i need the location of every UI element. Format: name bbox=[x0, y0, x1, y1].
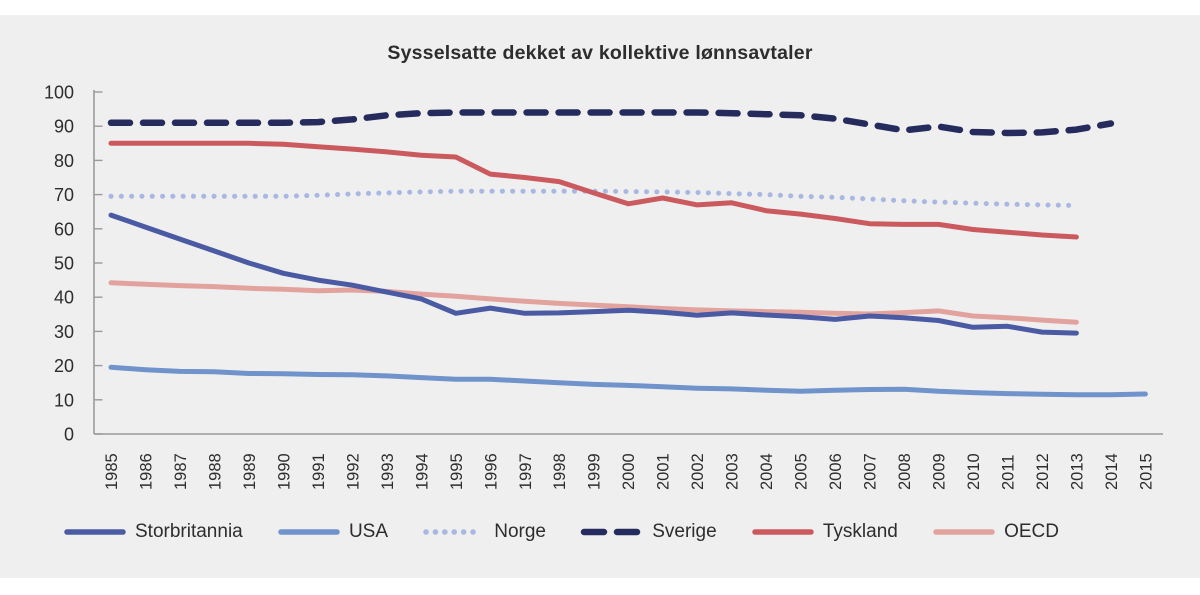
y-tick-label: 60 bbox=[54, 219, 74, 239]
x-tick-label: 2010 bbox=[965, 453, 983, 490]
legend-label: Storbritannia bbox=[135, 521, 243, 542]
x-tick-label: 2006 bbox=[827, 453, 845, 490]
x-tick-label: 2000 bbox=[620, 453, 638, 490]
chart-panel bbox=[0, 15, 1200, 578]
x-tick-label: 1994 bbox=[413, 453, 431, 490]
x-tick-label: 2007 bbox=[862, 453, 880, 490]
series-line-oecd bbox=[108, 280, 1079, 325]
legend-item-oecd: OECD bbox=[932, 521, 1059, 543]
series-line-storbritannia bbox=[108, 212, 1079, 336]
x-tick-label: 1991 bbox=[310, 453, 328, 490]
x-tick-label: 1998 bbox=[551, 453, 569, 490]
y-tick-label: 50 bbox=[54, 254, 74, 274]
legend-label: Tyskland bbox=[822, 521, 898, 542]
y-tick-label: 100 bbox=[44, 83, 74, 103]
series-line-sverige bbox=[107, 109, 1115, 137]
legend-label: Norge bbox=[494, 521, 546, 542]
x-tick-label: 2003 bbox=[724, 453, 742, 490]
x-tick-label: 1993 bbox=[379, 453, 397, 490]
legend-item-storbritannia: Storbritannia bbox=[63, 521, 243, 543]
chart-title: Sysselsatte dekket av kollektive lønnsav… bbox=[387, 42, 813, 64]
x-tick-label: 1987 bbox=[172, 453, 190, 490]
y-tick-label: 80 bbox=[54, 151, 74, 171]
x-tick-label: 1988 bbox=[206, 453, 224, 490]
y-tick-label: 0 bbox=[64, 425, 74, 445]
x-tick-label: 1997 bbox=[517, 453, 535, 490]
legend-swatch-dashed-icon bbox=[580, 528, 644, 536]
x-tick-label: 1999 bbox=[586, 453, 604, 490]
series-line-tyskland bbox=[108, 140, 1079, 240]
x-tick-label: 2004 bbox=[758, 453, 776, 490]
legend-label: USA bbox=[348, 521, 389, 542]
legend-swatch-solid-icon bbox=[933, 529, 995, 535]
legend-label: Sverige bbox=[652, 521, 717, 542]
legend-swatch-dotted-icon bbox=[423, 529, 485, 535]
legend-item-tyskland: Tyskland bbox=[751, 521, 898, 543]
x-tick-label: 2001 bbox=[655, 453, 673, 490]
legend: Storbritannia USA Norge Sverige Tyskland OECD bbox=[63, 516, 1059, 548]
legend-swatch-solid-icon bbox=[64, 529, 126, 535]
x-tick-label: 2009 bbox=[931, 453, 949, 490]
x-tick-label: 2002 bbox=[689, 453, 707, 490]
y-tick-label: 90 bbox=[54, 117, 74, 137]
x-tick-label: 1989 bbox=[241, 453, 259, 490]
legend-label: OECD bbox=[1004, 521, 1059, 542]
series-line-usa bbox=[108, 364, 1148, 398]
legend-item-usa: USA bbox=[277, 521, 388, 543]
y-tick-label: 40 bbox=[54, 288, 74, 308]
x-tick-label: 2012 bbox=[1034, 453, 1052, 490]
legend-swatch-solid-icon bbox=[752, 529, 814, 535]
x-tick-label: 2011 bbox=[1000, 455, 1018, 490]
legend-item-sverige: Sverige bbox=[580, 521, 717, 543]
legend-swatch-solid-icon bbox=[278, 529, 340, 535]
x-tick-label: 2015 bbox=[1137, 453, 1155, 490]
y-tick-label: 20 bbox=[54, 356, 74, 376]
x-tick-label: 1995 bbox=[448, 453, 466, 490]
y-tick-label: 10 bbox=[54, 390, 74, 410]
x-tick-label: 2014 bbox=[1103, 453, 1121, 490]
x-tick-label: 1986 bbox=[138, 453, 156, 490]
x-tick-label: 2005 bbox=[793, 453, 811, 490]
x-tick-label: 2013 bbox=[1068, 453, 1086, 490]
y-tick-label: 30 bbox=[54, 322, 74, 342]
x-tick-label: 1990 bbox=[275, 453, 293, 490]
x-tick-label: 1996 bbox=[482, 453, 500, 490]
x-tick-label: 1985 bbox=[103, 453, 121, 490]
x-tick-label: 1992 bbox=[344, 453, 362, 490]
y-tick-label: 70 bbox=[54, 185, 74, 205]
legend-item-norge: Norge bbox=[422, 521, 546, 543]
x-tick-label: 2008 bbox=[896, 453, 914, 490]
